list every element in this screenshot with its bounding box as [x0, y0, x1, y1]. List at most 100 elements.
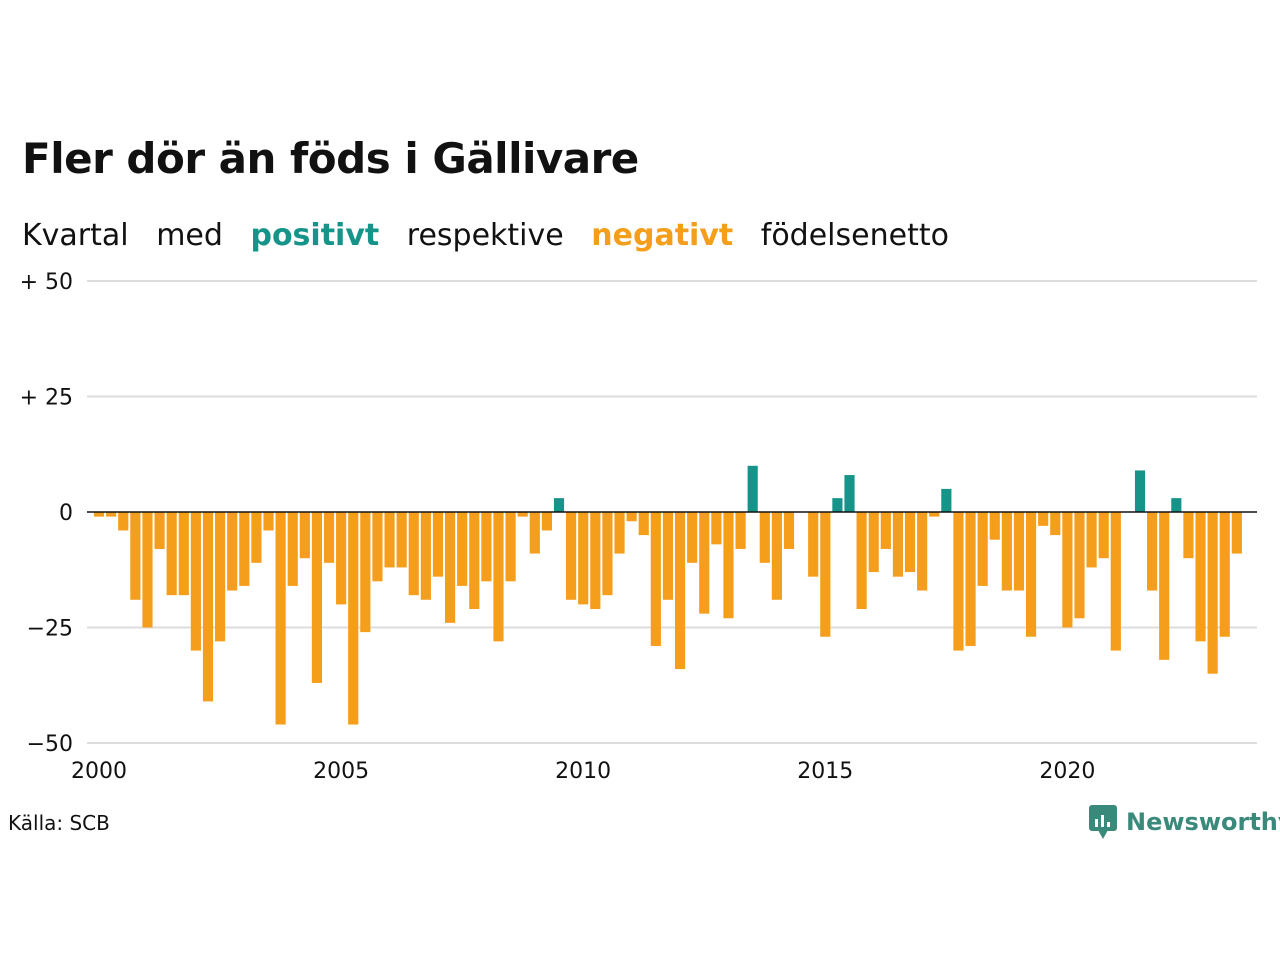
chart-title: Fler dör än föds i Gällivare [22, 134, 639, 183]
bar [1074, 512, 1085, 619]
bar [190, 512, 201, 651]
bar [771, 512, 782, 600]
bar [880, 512, 891, 549]
bar [989, 512, 1000, 540]
bar [832, 498, 843, 512]
bar [1098, 512, 1109, 559]
bar [735, 512, 746, 549]
bar [202, 512, 214, 702]
bar [299, 512, 310, 559]
bar [457, 512, 468, 586]
x-tick-label: 2010 [555, 759, 611, 784]
subtitle-word-respektive: respektive [406, 218, 564, 253]
x-tick-label: 2000 [71, 759, 127, 784]
bar [336, 512, 347, 605]
x-tick-label: 2005 [313, 759, 369, 784]
bar [1038, 512, 1049, 526]
bar [384, 512, 395, 568]
bar [638, 512, 649, 536]
y-tick-label: −25 [27, 617, 73, 642]
brand-name: Newsworthy [1126, 808, 1280, 836]
bar [687, 512, 698, 563]
bar [1159, 512, 1170, 660]
bar [566, 512, 577, 600]
subtitle-word-fodelsenetto: födelsenetto [760, 218, 949, 253]
x-tick-label: 2015 [797, 759, 853, 784]
bar [166, 512, 177, 596]
bar [106, 512, 117, 517]
bar [1207, 512, 1218, 674]
bar [178, 512, 189, 596]
bar [917, 512, 928, 591]
bar [311, 512, 323, 683]
bar [118, 512, 129, 531]
bar [517, 512, 528, 517]
subtitle-word-kvartal: Kvartal [22, 218, 129, 253]
bar [759, 512, 770, 563]
bar [723, 512, 734, 619]
y-tick-label: 0 [59, 501, 73, 526]
bar [904, 512, 916, 573]
bar [953, 512, 964, 651]
bar [941, 488, 952, 512]
bar [1086, 512, 1097, 568]
bar [215, 512, 226, 642]
bar [287, 512, 298, 586]
bar [142, 512, 153, 628]
bar [481, 512, 492, 582]
bar [444, 512, 456, 623]
bar [1195, 512, 1206, 642]
subtitle-negative-label: negativt [591, 218, 734, 253]
source-note: Källa: SCB [8, 811, 110, 835]
bar [1134, 470, 1146, 512]
bar [590, 512, 601, 610]
bar [977, 512, 988, 586]
bar [602, 512, 613, 596]
bar [892, 512, 904, 577]
bar [626, 512, 637, 522]
bar [396, 512, 407, 568]
bar [323, 512, 335, 563]
bar [469, 512, 480, 610]
bar [1231, 512, 1242, 554]
subtitle-word-med: med [156, 218, 223, 253]
bar [239, 512, 250, 586]
bar [360, 512, 371, 633]
bar [1147, 512, 1158, 591]
bar [1001, 512, 1012, 591]
bar [662, 512, 674, 600]
bar [529, 512, 540, 554]
bar [965, 512, 976, 646]
bar [408, 512, 419, 596]
bar [493, 512, 504, 642]
bar [420, 512, 431, 600]
bar [1183, 512, 1194, 559]
bar [650, 512, 661, 646]
newsworthy-logo-icon [1089, 805, 1117, 839]
bar [614, 512, 625, 554]
subtitle-positive-label: positivt [250, 218, 380, 253]
bar [868, 512, 879, 573]
bar [130, 512, 141, 600]
bar [154, 512, 165, 549]
bar [372, 512, 383, 582]
bar [505, 512, 516, 582]
bar [578, 512, 589, 605]
bar [251, 512, 262, 563]
bar [1013, 512, 1025, 591]
brand-logo: Newsworthy [1088, 804, 1280, 840]
bar [711, 512, 722, 545]
bar [820, 512, 831, 637]
y-tick-label: + 25 [20, 386, 73, 411]
x-tick-label: 2020 [1039, 759, 1095, 784]
bar [553, 498, 565, 512]
bar [808, 512, 819, 577]
bar [1219, 512, 1230, 637]
bar [541, 512, 552, 531]
bar [929, 512, 940, 517]
bar [1050, 512, 1061, 536]
bar [747, 465, 758, 512]
y-tick-label: + 50 [20, 270, 73, 295]
chart-subtitle: Kvartal med positivt respektive negativt… [22, 218, 967, 253]
